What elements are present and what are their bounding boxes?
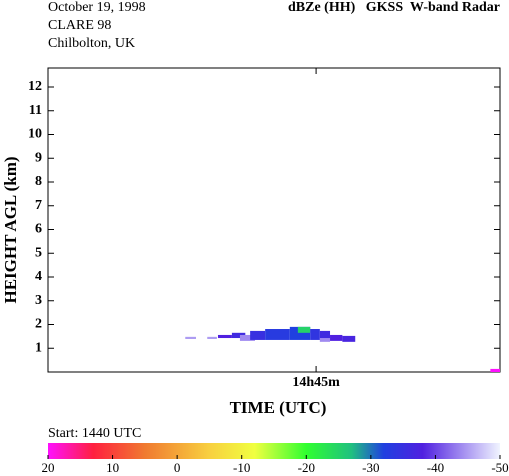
colorbar-tick-label: -20 bbox=[298, 460, 315, 475]
plot-frame bbox=[47, 67, 501, 373]
echo-cell bbox=[319, 330, 331, 340]
colorbar-tick-label: -10 bbox=[233, 460, 250, 475]
header-line: Chilbolton, UK bbox=[48, 36, 135, 51]
echo-cell bbox=[250, 330, 266, 340]
y-tick-label: 8 bbox=[35, 174, 42, 189]
echo-cell bbox=[310, 329, 320, 340]
echo-cell bbox=[207, 336, 217, 339]
y-tick-label: 4 bbox=[35, 269, 42, 284]
echo-cell bbox=[319, 338, 331, 342]
y-tick-label: 3 bbox=[35, 293, 42, 308]
echo-cell bbox=[297, 326, 311, 333]
y-tick-label: 5 bbox=[35, 245, 42, 260]
colorbar-tick-label: -50 bbox=[491, 460, 508, 475]
echo-cell bbox=[231, 332, 246, 339]
y-tick-label: 11 bbox=[29, 103, 42, 118]
x-tick-label: 14h45m bbox=[292, 375, 340, 390]
header-line: CLARE 98 bbox=[48, 18, 111, 33]
colorbar bbox=[48, 443, 500, 459]
x-axis-label: TIME (UTC) bbox=[230, 398, 327, 417]
start-label: Start: 1440 UTC bbox=[48, 426, 141, 441]
y-tick-label: 9 bbox=[35, 150, 42, 165]
echo-cell bbox=[342, 335, 356, 342]
echo-cell bbox=[490, 368, 500, 372]
colorbar-tick-label: -30 bbox=[362, 460, 379, 475]
echo-cell bbox=[330, 334, 343, 341]
header-line: October 19, 1998 bbox=[48, 0, 146, 15]
y-tick-label: 6 bbox=[35, 222, 42, 237]
y-axis-label: HEIGHT AGL (km) bbox=[1, 156, 20, 303]
y-tick-label: 10 bbox=[28, 127, 42, 142]
chart-title: dBZe (HH) GKSS W-band Radar bbox=[288, 0, 500, 15]
colorbar-tick-label: -40 bbox=[427, 460, 444, 475]
y-tick-label: 7 bbox=[35, 198, 42, 213]
colorbar-tick-label: 0 bbox=[174, 460, 181, 475]
y-tick-label: 12 bbox=[28, 79, 42, 94]
echo-cell bbox=[239, 334, 255, 341]
y-tick-label: 2 bbox=[35, 317, 42, 332]
echo-cell bbox=[185, 336, 196, 339]
y-tick-label: 1 bbox=[35, 340, 42, 355]
colorbar-tick-label: 10 bbox=[106, 460, 119, 475]
echo-cell bbox=[265, 329, 290, 340]
colorbar-tick-label: 20 bbox=[42, 460, 55, 475]
echo-cell bbox=[217, 334, 232, 339]
